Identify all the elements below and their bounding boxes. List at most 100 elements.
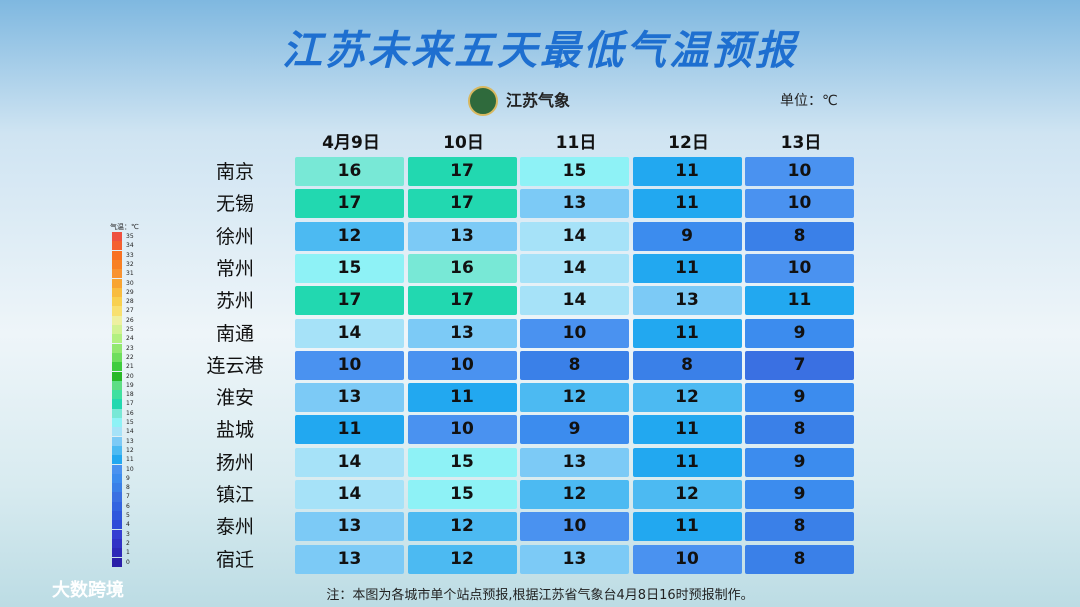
cell: 12 <box>632 383 742 413</box>
cell: 14 <box>520 221 629 251</box>
cell: 17 <box>407 286 517 316</box>
row-name: 淮安 <box>215 387 254 410</box>
legend-label: 14 <box>126 428 134 436</box>
cell: 8 <box>632 350 742 380</box>
column-header: 13日 <box>780 133 822 153</box>
legend-swatch <box>112 418 122 428</box>
legend-swatch <box>112 380 122 390</box>
legend-swatch <box>112 455 122 465</box>
legend-label: 2 <box>126 539 130 547</box>
cell: 9 <box>745 383 854 413</box>
legend-label: 20 <box>126 372 134 380</box>
column-header: 10日 <box>443 133 484 153</box>
cell: 10 <box>520 318 629 348</box>
cell: 9 <box>745 318 854 348</box>
legend-swatch <box>112 334 122 344</box>
legend-swatch <box>112 464 122 474</box>
footnote: 注：本图为各城市单个站点预报,根据江苏省气象台4月8日16时预报制作。 <box>326 588 754 603</box>
cell: 11 <box>632 447 742 477</box>
legend-label: 27 <box>126 307 134 315</box>
cell: 11 <box>632 512 742 542</box>
cell: 15 <box>295 253 404 283</box>
legend-label: 6 <box>126 502 130 510</box>
cell: 8 <box>745 544 854 574</box>
legend-label: 9 <box>126 474 130 482</box>
legend-label: 17 <box>126 400 134 408</box>
legend-swatch <box>112 259 122 270</box>
watermark: 大数跨境 <box>52 580 124 601</box>
legend-label: 10 <box>126 465 134 473</box>
cell: 13 <box>632 286 742 316</box>
cell: 12 <box>520 383 629 413</box>
legend-label: 23 <box>126 344 134 352</box>
legend-swatch <box>112 371 122 381</box>
legend-swatch <box>112 427 122 437</box>
legend-label: 8 <box>126 484 130 492</box>
legend-swatch <box>112 315 122 325</box>
row-name: 扬州 <box>215 451 254 474</box>
legend-swatch <box>112 287 122 297</box>
legend-swatch <box>112 278 122 288</box>
legend-label: 35 <box>126 233 134 240</box>
cell: 11 <box>632 253 742 283</box>
legend-swatch <box>112 325 122 335</box>
legend-swatch <box>112 232 122 242</box>
column-header: 11日 <box>555 133 597 153</box>
cell: 9 <box>745 480 854 509</box>
legend-swatch <box>112 473 122 483</box>
cell: 7 <box>745 350 854 380</box>
unit: 单位：℃ <box>780 93 838 109</box>
cell: 11 <box>407 383 517 413</box>
row-name: 南京 <box>215 161 254 183</box>
legend-label: 15 <box>126 419 134 426</box>
cell: 17 <box>295 189 404 219</box>
row-name: 泰州 <box>215 516 254 539</box>
cell: 14 <box>520 286 629 316</box>
legend-swatch <box>112 436 122 446</box>
legend-swatch <box>112 492 122 502</box>
legend-label: 21 <box>126 363 134 371</box>
cell: 17 <box>295 286 404 316</box>
legend-swatch <box>112 352 122 363</box>
cell: 10 <box>520 512 629 542</box>
cell: 11 <box>632 415 742 445</box>
cell: 12 <box>295 221 404 251</box>
legend-label: 25 <box>126 326 134 333</box>
column-header: 12日 <box>668 133 709 153</box>
logo: 江苏气象 <box>506 91 571 110</box>
legend-label: 28 <box>126 298 134 306</box>
title: 江苏未来五天最低气温预报 <box>282 28 798 74</box>
cell: 11 <box>632 318 742 348</box>
legend-swatch <box>112 501 122 511</box>
legend-label: 18 <box>126 391 134 399</box>
legend-swatch <box>112 343 122 353</box>
legend-swatch <box>112 408 122 418</box>
cell: 14 <box>295 318 404 348</box>
cell: 13 <box>407 318 517 348</box>
legend-label: 16 <box>126 409 134 417</box>
legend-label: 31 <box>126 270 134 278</box>
legend-swatch <box>112 362 122 372</box>
legend-label: 7 <box>126 493 130 501</box>
cell: 15 <box>407 447 517 477</box>
row-name: 连云港 <box>206 354 264 377</box>
legend-label: 30 <box>126 279 134 287</box>
row-name: 无锡 <box>215 193 254 216</box>
legend-swatch <box>112 511 122 521</box>
row-name: 盐城 <box>215 419 254 442</box>
row-name: 镇江 <box>215 484 254 506</box>
cell: 13 <box>520 189 629 219</box>
legend-swatch <box>112 250 122 260</box>
cell: 11 <box>745 286 854 316</box>
cell: 14 <box>520 253 629 283</box>
cell: 15 <box>407 480 517 509</box>
cell: 10 <box>745 189 854 219</box>
cell: 9 <box>520 415 629 445</box>
legend-label: 4 <box>126 521 130 529</box>
legend-label: 19 <box>126 381 134 389</box>
legend-label: 32 <box>126 260 134 268</box>
cell: 10 <box>407 415 517 445</box>
cell: 8 <box>745 415 854 445</box>
cell: 17 <box>407 157 517 186</box>
cell: 15 <box>520 157 629 186</box>
